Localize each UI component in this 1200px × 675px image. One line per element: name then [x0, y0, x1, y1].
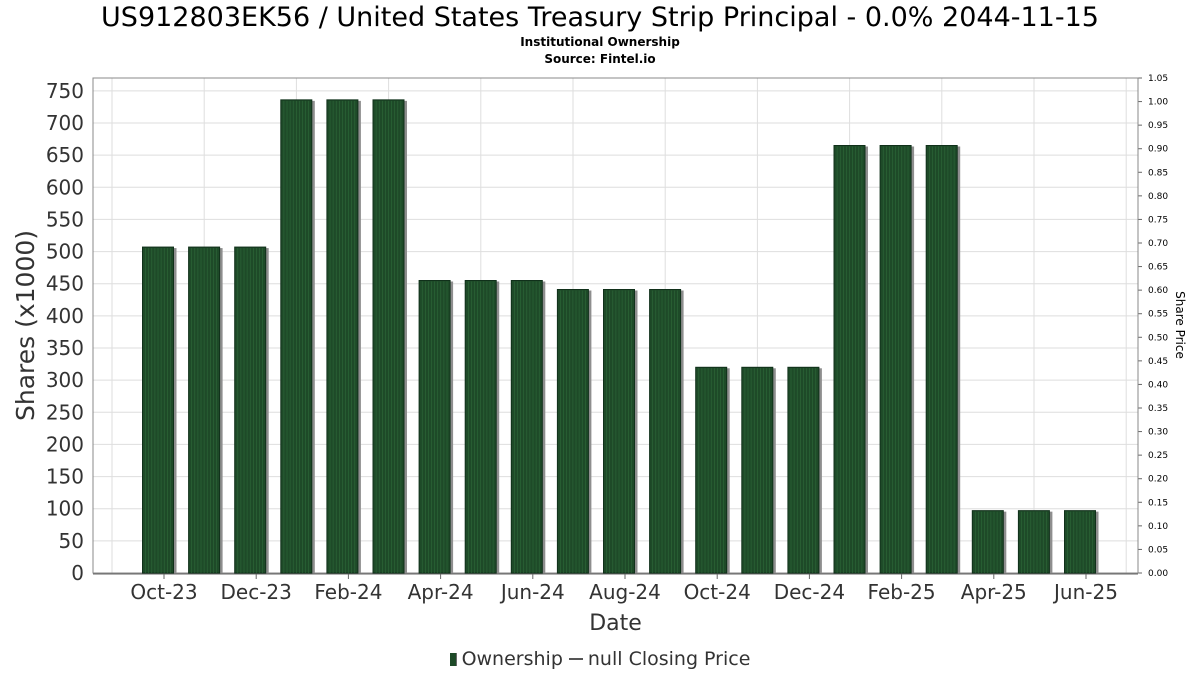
ownership-chart: 0 50 100 150 200 250 300 350 400 450 500 550 600 650 7… — [11, 74, 1187, 636]
y-tick-label: 350 — [46, 336, 84, 360]
y-tick-label: 250 — [46, 400, 84, 424]
y2-tick-label: 0.50 — [1148, 333, 1168, 343]
y-tick-label: 50 — [59, 529, 84, 553]
y-tick-label: 150 — [46, 465, 84, 489]
x-tick-label: Feb-24 — [314, 580, 382, 604]
y2-tick-label: 0.45 — [1148, 357, 1168, 367]
y-tick-label: 0 — [71, 561, 84, 585]
y-tick-label: 400 — [46, 304, 84, 328]
x-tick-label: Jun-25 — [1052, 580, 1118, 604]
legend-closing-price-label: null Closing Price — [587, 648, 751, 670]
y2-tick-label: 0.60 — [1148, 286, 1168, 296]
chart-title: US912803EK56 / United States Treasury St… — [101, 2, 1099, 33]
closing-price-line-icon — [568, 658, 583, 660]
y2-tick-label: 0.00 — [1148, 569, 1168, 579]
x-tick-label: Oct-23 — [130, 580, 197, 604]
x-tick-label: Jun-24 — [499, 580, 565, 604]
y2-tick-label: 0.75 — [1148, 215, 1168, 225]
x-tick-label: Apr-25 — [961, 580, 1027, 604]
x-tick-label: Aug-24 — [589, 580, 661, 604]
y2-tick-label: 0.70 — [1148, 239, 1168, 249]
y-tick-label: 600 — [46, 175, 84, 199]
y-axis-title: Shares (x1000) — [11, 230, 40, 421]
x-tick-label: Dec-24 — [774, 580, 845, 604]
y2-tick-label: 0.40 — [1148, 380, 1168, 390]
y2-tick-label: 0.65 — [1148, 263, 1168, 273]
y2-tick-label: 0.25 — [1148, 451, 1168, 461]
chart-source: Source: Fintel.io — [544, 52, 656, 66]
x-tick-label: Oct-24 — [684, 580, 751, 604]
y2-tick-label: 0.55 — [1148, 310, 1168, 320]
y-tick-label: 300 — [46, 368, 84, 392]
y-tick-label: 700 — [46, 111, 84, 135]
ownership-swatch-icon — [449, 653, 457, 666]
y2-tick-label: 0.30 — [1148, 428, 1168, 438]
y-tick-label: 550 — [46, 207, 84, 231]
y2-tick-label: 1.05 — [1148, 74, 1168, 84]
x-axis-title: Date — [589, 611, 642, 636]
y-tick-label: 450 — [46, 272, 84, 296]
y2-tick-label: 0.80 — [1148, 192, 1168, 202]
x-tick-label: Feb-25 — [868, 580, 936, 604]
y2-tick-label: 0.95 — [1148, 121, 1168, 131]
x-tick-label: Apr-24 — [408, 580, 474, 604]
y2-tick-label: 0.20 — [1148, 475, 1168, 485]
y-tick-label: 750 — [46, 79, 84, 103]
y-tick-label: 100 — [46, 497, 84, 521]
y-tick-label: 650 — [46, 143, 84, 167]
y-tick-label: 500 — [46, 240, 84, 264]
chart-legend: Ownership null Closing Price — [0, 648, 1200, 670]
y2-axis-title: Share Price — [1173, 291, 1187, 359]
y2-tick-label: 0.85 — [1148, 168, 1168, 178]
x-tick-label: Dec-23 — [221, 580, 292, 604]
y2-tick-label: 1.00 — [1148, 98, 1168, 108]
y2-tick-label: 0.90 — [1148, 145, 1168, 155]
legend-ownership-label: Ownership — [461, 648, 563, 670]
y2-tick-label: 0.05 — [1148, 545, 1168, 555]
chart-subtitle: Institutional Ownership — [520, 35, 680, 49]
y2-tick-label: 0.35 — [1148, 404, 1168, 414]
y2-tick-label: 0.15 — [1148, 498, 1168, 508]
y2-tick-label: 0.10 — [1148, 522, 1168, 532]
y-tick-label: 200 — [46, 432, 84, 456]
